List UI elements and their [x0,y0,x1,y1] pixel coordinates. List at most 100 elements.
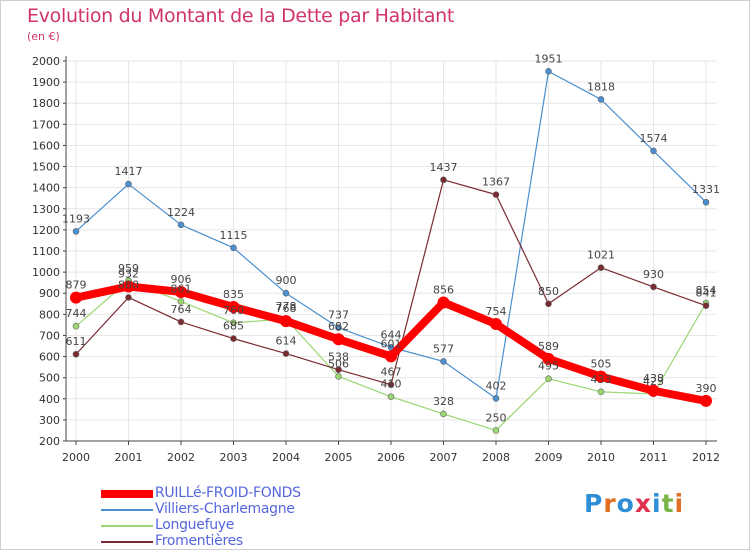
data-label: 423 [643,375,664,388]
data-point [647,384,660,397]
data-point [597,264,605,271]
data-point [440,358,447,365]
data-point [72,228,80,235]
y-tick-label: 400 [39,393,60,406]
data-point [72,322,80,330]
data-point [702,198,710,206]
y-tick-label: 1000 [32,266,60,279]
x-tick-label: 2007 [430,451,458,464]
data-label: 1574 [640,132,668,145]
y-tick-label: 500 [39,372,60,385]
logo-letter: P [584,489,604,518]
data-point [492,395,500,402]
data-label: 930 [643,268,664,281]
data-label: 390 [696,382,717,395]
y-tick-label: 600 [39,351,60,364]
data-point [230,319,237,327]
data-point [125,180,132,188]
y-tick-label: 1400 [32,182,60,195]
data-label: 1115 [220,229,248,242]
proxiti-logo: Proxiti [584,489,684,518]
data-label: 1367 [482,176,510,189]
y-tick-label: 2000 [32,55,60,68]
y-tick-label: 1800 [32,97,60,110]
data-label: 577 [433,342,454,355]
data-point [702,302,710,309]
y-tick-label: 1300 [32,203,60,216]
legend-item-fromentieres: Fromentières [101,533,361,550]
data-label: 854 [696,284,717,297]
data-point [335,366,342,373]
data-label: 835 [223,288,244,301]
x-tick-label: 2001 [115,451,143,464]
data-label: 505 [591,358,612,371]
data-point [335,324,342,331]
data-label: 932 [118,267,139,280]
data-label: 495 [538,360,559,373]
x-tick-label: 2006 [377,451,405,464]
data-point [542,352,555,365]
chart-title: Evolution du Montant de la Dette par Hab… [27,5,455,27]
x-tick-label: 2009 [535,451,563,464]
data-point [700,394,712,407]
data-label: 880 [118,278,139,291]
data-point [125,294,132,301]
data-point [227,300,240,313]
legend: RUILLé-FROID-FONDS Villiers-Charlemagne … [101,485,361,550]
data-label: 328 [433,395,454,408]
data-point [545,68,552,75]
data-label: 1417 [115,165,143,178]
data-label: 850 [538,285,559,298]
data-label: 1437 [430,161,458,174]
data-label: 754 [486,305,507,318]
y-tick-label: 300 [39,414,60,427]
data-label: 1951 [535,52,563,65]
data-point [230,244,237,252]
data-label: 1331 [692,183,720,196]
legend-item-villiers: Villiers-Charlemagne [101,501,361,518]
y-tick-label: 1700 [32,118,60,131]
legend-label: Villiers-Charlemagne [155,501,295,517]
logo-letter: i [674,489,685,518]
data-label: 506 [328,357,349,370]
data-label: 879 [66,279,87,292]
data-label: 250 [486,411,507,424]
logo-letter: t [661,489,675,518]
data-point [597,388,605,396]
data-label: 959 [118,262,139,275]
data-point [230,335,237,342]
x-tick-label: 2005 [325,451,353,464]
data-label: 841 [696,287,717,300]
data-label: 900 [276,274,297,287]
data-point [597,96,605,103]
data-point [492,191,500,198]
data-point [70,291,82,304]
data-point [175,285,187,298]
logo-letter: r [603,489,617,518]
y-tick-label: 700 [39,329,60,342]
data-label: 906 [171,273,192,286]
legend-swatch [101,509,153,511]
y-tick-label: 1500 [32,161,60,174]
data-label: 589 [538,340,559,353]
data-label: 611 [66,335,87,348]
y-tick-label: 1100 [32,245,60,258]
data-point [280,315,292,328]
data-point [177,318,185,326]
legend-swatch [101,541,153,543]
data-point [335,373,342,380]
data-point [440,410,447,418]
data-label: 614 [276,335,297,348]
data-point [282,350,290,357]
x-tick-label: 2011 [640,451,668,464]
x-tick-label: 2008 [482,451,510,464]
logo-letter: x [634,489,652,518]
data-label: 1193 [62,212,90,225]
data-point [387,381,395,388]
legend-label: Longuefuye [155,517,235,533]
legend-item-longuefuye: Longuefuye [101,517,361,534]
data-point [650,147,657,155]
data-label: 433 [591,373,612,386]
